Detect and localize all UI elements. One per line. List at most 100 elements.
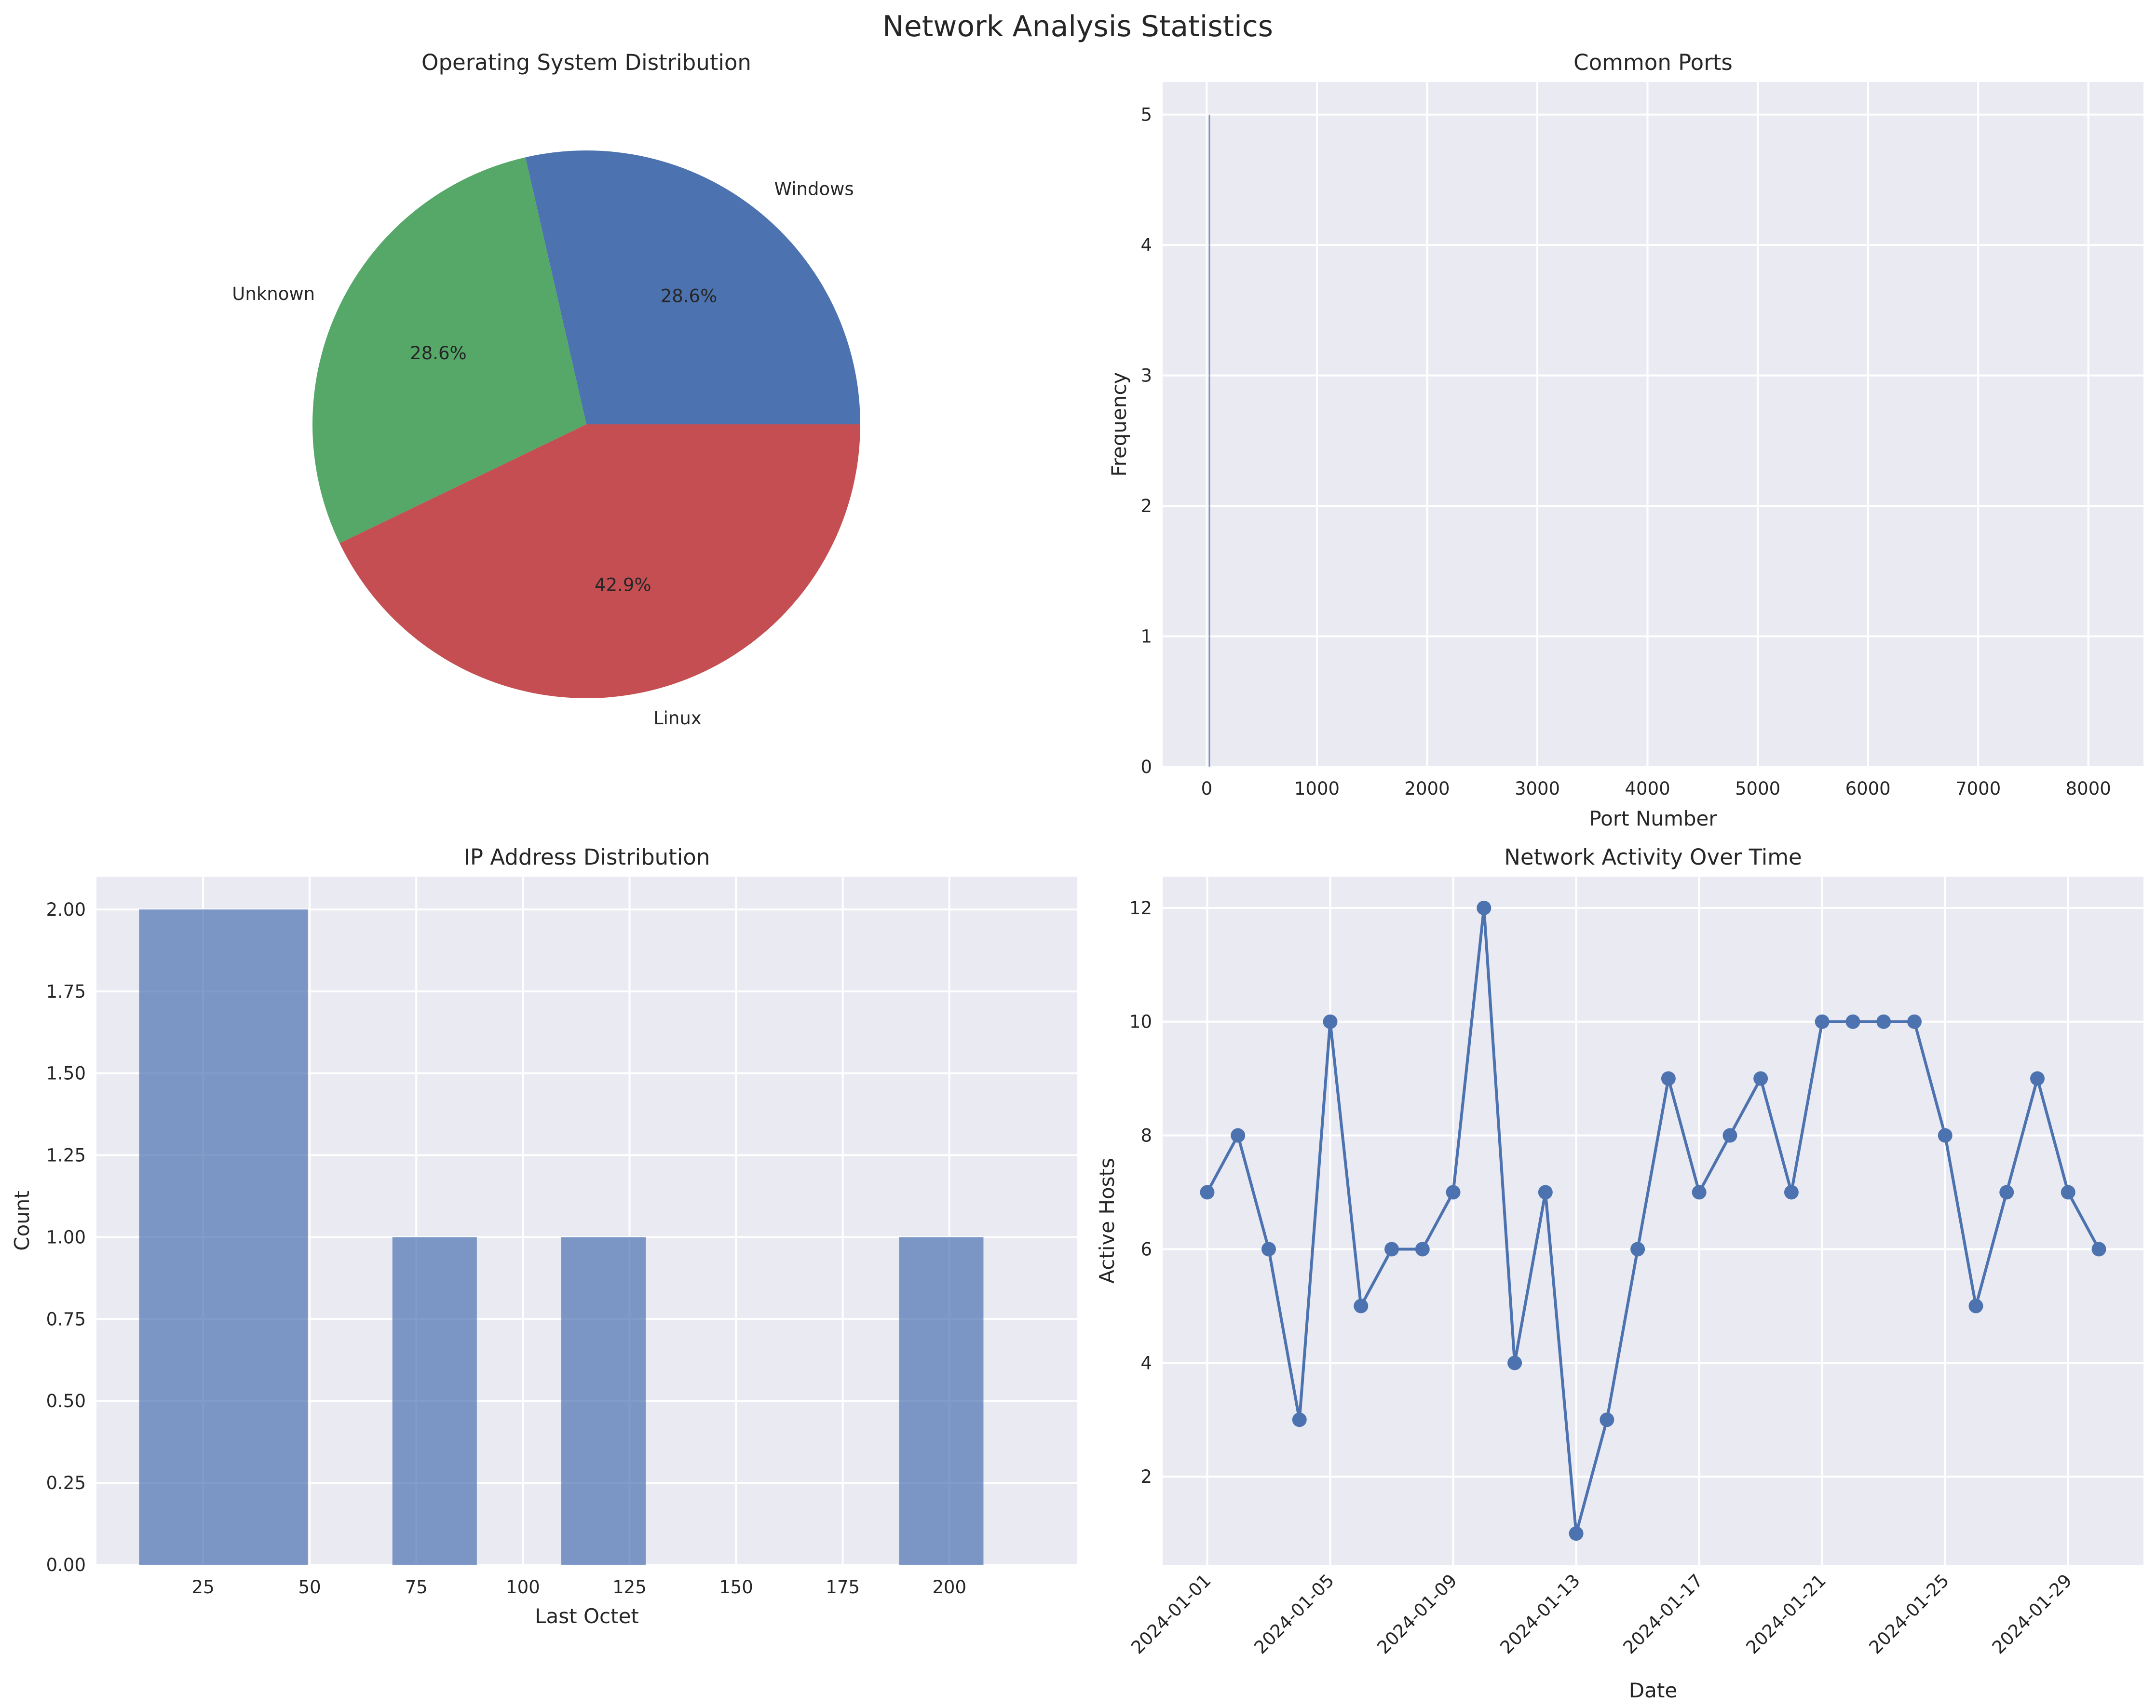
y-tick-label: 4 [1140,1353,1152,1373]
data-point [1384,1242,1399,1257]
data-point [1261,1242,1276,1257]
data-point [1999,1185,2014,1200]
y-axis-label: Active Hosts [1095,1158,1119,1284]
y-tick-label: 0 [1140,757,1152,777]
y-tick-label: 1.25 [46,1145,86,1166]
plot-area [1163,877,2143,1565]
x-tick-label: 50 [298,1577,321,1598]
data-point [1354,1299,1369,1314]
pie-slice-unknown [312,157,586,543]
y-tick-label: 0.25 [46,1473,86,1493]
x-tick-label: 150 [719,1577,753,1598]
ip-panel: 0.00 0.25 0.50 0.75 1.00 1.25 1.50 1.75 2.00 IP A… [10,844,1077,1628]
y-tick-label: 2 [1140,1466,1152,1487]
data-point [1692,1185,1707,1200]
data-point [1968,1299,1983,1314]
y-tick-label: 3 [1140,366,1152,386]
y-tick-label: 2 [1140,496,1152,516]
data-point [1907,1014,1922,1029]
histogram-bar [139,909,308,1565]
x-tick-label: 3000 [1515,778,1560,799]
x-tick-label: 2024-01-17 [1619,1570,1707,1658]
pie-label-linux: Linux [653,708,702,729]
x-tick-label: 2000 [1404,778,1450,799]
pie-title: Operating System Distribution [421,50,751,75]
x-tick-label: 2024-01-29 [1988,1570,2076,1658]
data-point [1938,1128,1953,1143]
histogram-bar [392,1237,477,1565]
ports-panel: 0 1 2 3 4 5 Common Ports Port Number Frequency 0 1… [1107,50,2143,830]
x-tick-label: 25 [192,1577,215,1598]
y-tick-label: 5 [1140,105,1152,125]
pie-pct-label: 28.6% [410,343,467,364]
x-tick-label: 7000 [1955,778,2001,799]
data-point [2061,1185,2075,1200]
y-tick-label: 10 [1129,1012,1152,1032]
data-point [1569,1526,1584,1541]
data-point [2091,1242,2106,1257]
x-tick-label: 1000 [1294,778,1340,799]
x-tick-label: 5000 [1735,778,1780,799]
pie-slice-linux [339,424,860,699]
data-point [1722,1128,1737,1143]
data-point [1231,1128,1246,1143]
y-tick-label: 8 [1140,1125,1152,1146]
data-point [1507,1356,1522,1370]
pie-pct-label: 42.9% [595,574,651,595]
data-point [1661,1071,1676,1086]
data-point [1600,1412,1614,1427]
activity-line [1206,906,2101,1535]
x-tick-label: 125 [612,1577,647,1598]
y-tick-label: 12 [1129,898,1152,919]
data-point [1446,1185,1461,1200]
y-tick-label: 1.00 [46,1227,86,1247]
data-point [1538,1185,1553,1200]
panel-title: IP Address Distribution [464,844,710,870]
y-tick-label: 0.50 [46,1391,86,1411]
y-axis-label: Count [10,1191,34,1251]
x-tick-label: 2024-01-21 [1742,1570,1830,1658]
histogram-bar [561,1237,646,1565]
x-tick-label: 75 [405,1577,428,1598]
x-axis-label: Last Octet [535,1604,639,1628]
data-point [1815,1014,1830,1029]
x-tick-label: 2024-01-25 [1865,1570,1953,1658]
y-tick-label: 0.75 [46,1309,86,1329]
activity-panel: 2 4 6 8 10 12 Network Activity Over Time Date Ac… [1095,844,2143,1702]
x-tick-label: 2024-01-05 [1250,1570,1338,1658]
x-tick-label: 200 [932,1577,966,1598]
data-point [1323,1014,1338,1029]
x-tick-label: 2024-01-13 [1496,1570,1584,1658]
pie-slice-windows [525,150,860,425]
data-point [1753,1071,1768,1086]
x-tick-label: 100 [506,1577,540,1598]
panel-title: Common Ports [1573,50,1733,75]
y-axis-label: Frequency [1107,372,1131,477]
data-point [1477,900,1492,915]
y-tick-label: 1.75 [46,981,86,1002]
x-axis-label: Date [1629,1679,1677,1702]
x-tick-label: 4000 [1625,778,1670,799]
x-tick-label: 175 [826,1577,860,1598]
data-point [1415,1242,1430,1257]
figure-title: Network Analysis Statistics [882,10,1273,43]
data-point [1876,1014,1891,1029]
y-tick-label: 4 [1140,235,1152,256]
data-point [1292,1412,1307,1427]
x-tick-label: 6000 [1845,778,1891,799]
panel-title: Network Activity Over Time [1504,844,1802,870]
data-point [1845,1014,1860,1029]
data-point [1630,1242,1645,1257]
y-tick-label: 1 [1140,626,1152,647]
x-tick-label: 8000 [2066,778,2111,799]
pie-label-unknown: Unknown [232,284,315,304]
data-point [1784,1185,1799,1200]
pie-label-windows: Windows [774,179,854,200]
histogram-bar [899,1237,984,1565]
data-point [1200,1185,1215,1200]
plot-area [1163,82,2143,767]
x-tick-label: 2024-01-09 [1373,1570,1461,1658]
x-axis-label: Port Number [1589,807,1717,830]
y-tick-label: 6 [1140,1239,1152,1260]
